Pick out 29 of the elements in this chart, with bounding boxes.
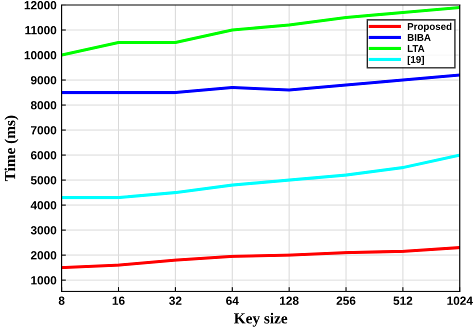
line-series	[62, 73, 460, 94]
x-axis-title: Key size	[234, 312, 288, 327]
x-tick-label: 32	[169, 296, 182, 305]
x-tick-label: 8	[58, 296, 65, 305]
x-tick-label: 128	[280, 296, 299, 305]
y-tick-label: 9000	[30, 76, 56, 84]
legend-label: [19]	[408, 56, 424, 65]
y-tick-label: 1000	[31, 276, 56, 285]
y-tick-label: 10000	[24, 51, 56, 60]
legend-label: LTA	[408, 45, 424, 52]
x-tick-label: 16	[112, 296, 125, 305]
x-tick-label: 1024	[447, 296, 473, 305]
legend-label: Proposed	[408, 22, 452, 32]
y-tick-label: 7000	[31, 126, 56, 134]
y-tick-label: 4000	[30, 201, 56, 210]
y-tick-label: 11000	[25, 26, 56, 34]
y-tick-label: 5000	[30, 176, 56, 184]
y-tick-label: 12000	[24, 1, 56, 10]
line-series	[62, 154, 460, 200]
x-tick-label: 64	[226, 296, 239, 305]
line-series	[62, 246, 460, 270]
y-tick-label: 3000	[30, 226, 56, 235]
legend-label: BIBA	[408, 34, 431, 41]
y-tick-label: 6000	[30, 151, 56, 160]
x-tick-label: 512	[393, 296, 412, 305]
y-tick-label: 8000	[30, 101, 56, 110]
y-axis-title: Time (ms)	[4, 116, 18, 182]
x-tick-label: 256	[336, 296, 356, 305]
y-tick-label: 2000	[30, 251, 56, 260]
